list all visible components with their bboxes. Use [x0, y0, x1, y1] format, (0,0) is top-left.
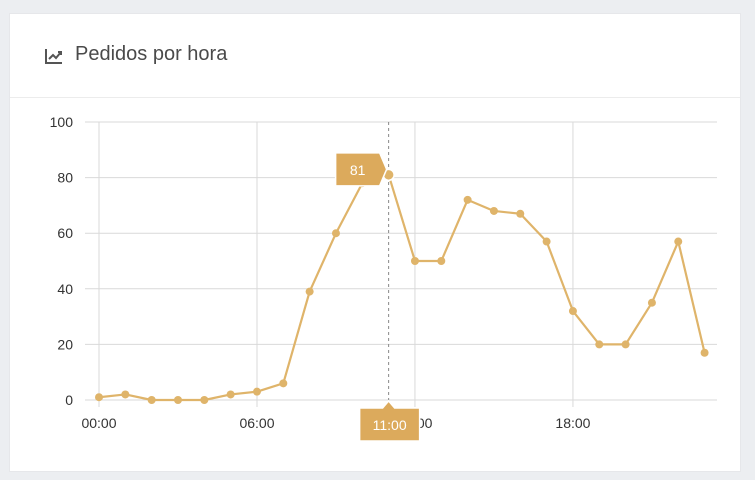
- x-tick-label: 06:00: [239, 415, 274, 431]
- series-line: [98, 173, 706, 402]
- data-point: [173, 396, 182, 404]
- value-tooltip: [334, 152, 388, 187]
- data-point: [121, 390, 130, 399]
- data-point: [95, 393, 103, 402]
- data-point: [647, 298, 656, 307]
- y-tick-label: 60: [57, 225, 73, 241]
- data-point: [568, 307, 577, 316]
- data-point: [252, 387, 261, 396]
- data-point: [226, 390, 235, 399]
- y-tick-label: 100: [50, 114, 74, 130]
- data-point: [410, 257, 419, 265]
- tooltip-layer: 81 11:00: [334, 122, 421, 442]
- data-point: [463, 195, 472, 204]
- data-point: [147, 396, 156, 404]
- x-tooltip: [358, 399, 421, 442]
- y-tick-label: 80: [57, 170, 73, 186]
- x-tick-label: 18:00: [555, 415, 590, 431]
- grid: [85, 121, 717, 407]
- y-tick-label: 0: [65, 392, 73, 408]
- data-point: [489, 206, 498, 215]
- data-point: [516, 209, 525, 218]
- data-point: [621, 340, 630, 349]
- data-point: [437, 257, 446, 265]
- data-point: [674, 237, 683, 246]
- data-point: [279, 379, 288, 388]
- y-tick-label: 20: [57, 336, 73, 352]
- y-axis: 0 20 40 60 80 100: [50, 114, 74, 408]
- value-tooltip-label: 81: [350, 162, 366, 178]
- series-layer: [95, 170, 709, 404]
- x-tooltip-label: 11:00: [373, 417, 407, 433]
- data-point: [305, 287, 314, 296]
- data-point: [700, 348, 709, 357]
- trending-up-icon: [45, 49, 62, 64]
- data-point: [200, 396, 209, 404]
- y-tick-label: 40: [57, 281, 73, 297]
- card-header: Pedidos por hora: [10, 14, 740, 98]
- x-tick-label: 00:00: [81, 415, 116, 431]
- data-point: [595, 340, 604, 349]
- data-point: [331, 229, 340, 238]
- card-title: Pedidos por hora: [75, 43, 228, 65]
- data-point: [542, 237, 551, 246]
